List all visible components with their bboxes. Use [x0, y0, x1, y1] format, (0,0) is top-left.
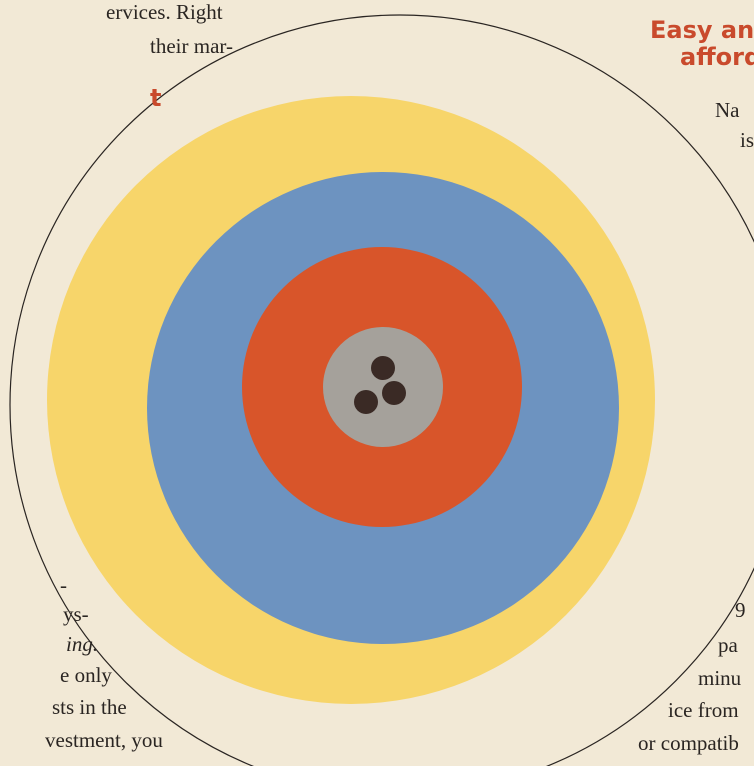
heading: Easy an — [650, 18, 754, 42]
text-line: or compatib — [638, 733, 739, 754]
heading: afford — [680, 45, 754, 69]
page: ervices. Right their mar- t - ys- ing. e… — [0, 0, 754, 766]
text-line: ice from — [668, 700, 739, 721]
text-line: ing. — [66, 634, 98, 655]
text-line: minu — [698, 668, 741, 689]
text-line: vestment, you — [45, 730, 163, 751]
bullet-hole — [382, 381, 406, 405]
text-line: 9 — [735, 600, 746, 621]
text-line: ervices. Right — [106, 2, 223, 23]
text-line: is — [740, 130, 754, 151]
bullet-hole — [354, 390, 378, 414]
target-illustration — [0, 0, 754, 766]
text-line: their mar- — [150, 36, 233, 57]
bullseye — [323, 327, 443, 447]
text-line: e only — [60, 665, 112, 686]
text-line: pa — [718, 635, 738, 656]
text-line: ys- — [63, 604, 89, 625]
text-line: Na — [715, 100, 740, 121]
bullet-hole — [371, 356, 395, 380]
heading: t — [150, 86, 161, 110]
text-line: sts in the — [52, 697, 127, 718]
text-line: - — [60, 575, 67, 596]
